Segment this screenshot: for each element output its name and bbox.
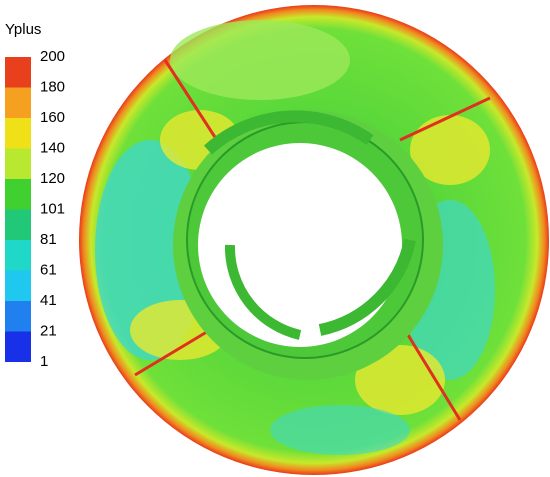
legend-label: 120 <box>40 170 65 187</box>
legend-label: 61 <box>40 261 57 278</box>
legend-label: 41 <box>40 292 57 309</box>
legend-label: 140 <box>40 139 65 156</box>
legend-title: Yplus <box>5 21 41 38</box>
legend-label: 21 <box>40 322 57 339</box>
legend-label: 101 <box>40 200 65 217</box>
impeller-render <box>79 5 549 475</box>
legend-label: 81 <box>40 231 57 248</box>
legend-label: 160 <box>40 109 65 126</box>
legend-label: 200 <box>40 48 65 65</box>
legend-label: 180 <box>40 78 65 95</box>
color-legend: Yplus 200 180 160 140 120 101 81 61 41 21 1 <box>5 21 65 370</box>
legend-label: 1 <box>40 353 48 370</box>
